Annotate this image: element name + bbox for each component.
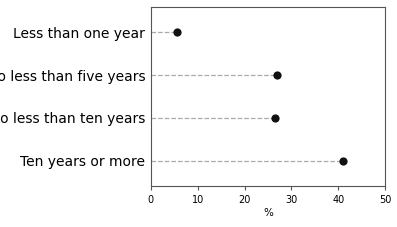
X-axis label: %: % [263,208,273,218]
Point [272,116,278,120]
Point [274,73,281,77]
Point [173,31,180,34]
Point [340,159,346,162]
